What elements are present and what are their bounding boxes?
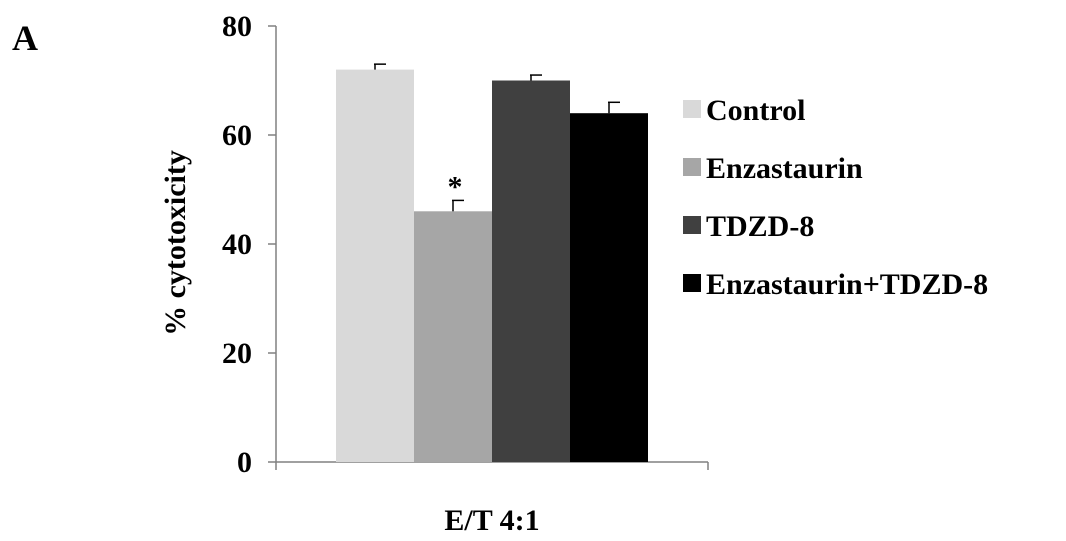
y-tick-label: 0 — [237, 446, 252, 479]
legend: Control Enzastaurin TDZD-8 Enzastaurin+TDZD… — [683, 94, 988, 301]
significance-marker: * — [448, 170, 463, 203]
bar — [336, 69, 414, 462]
y-tick-label: 20 — [222, 337, 252, 370]
legend-swatch — [683, 100, 701, 118]
legend-label: Enzastaurin+TDZD-8 — [706, 268, 988, 301]
bar — [570, 113, 648, 462]
legend-swatch — [683, 216, 701, 234]
bar — [414, 211, 492, 462]
y-tick-label: 80 — [222, 10, 252, 43]
y-tick-label: 40 — [222, 228, 252, 261]
legend-label: TDZD-8 — [706, 210, 814, 243]
y-axis-ticks: 0 20 40 60 80 — [222, 10, 276, 479]
bar — [492, 80, 570, 462]
legend-swatch — [683, 158, 701, 176]
y-tick-label: 60 — [222, 119, 252, 152]
legend-label: Control — [706, 94, 805, 127]
bars-group: * — [336, 63, 648, 462]
panel-label: A — [12, 18, 38, 58]
legend-label: Enzastaurin — [706, 152, 863, 185]
y-axis-title: % cytotoxicity — [159, 150, 192, 336]
legend-swatch — [683, 274, 701, 292]
x-axis-title: E/T 4:1 — [444, 504, 539, 537]
